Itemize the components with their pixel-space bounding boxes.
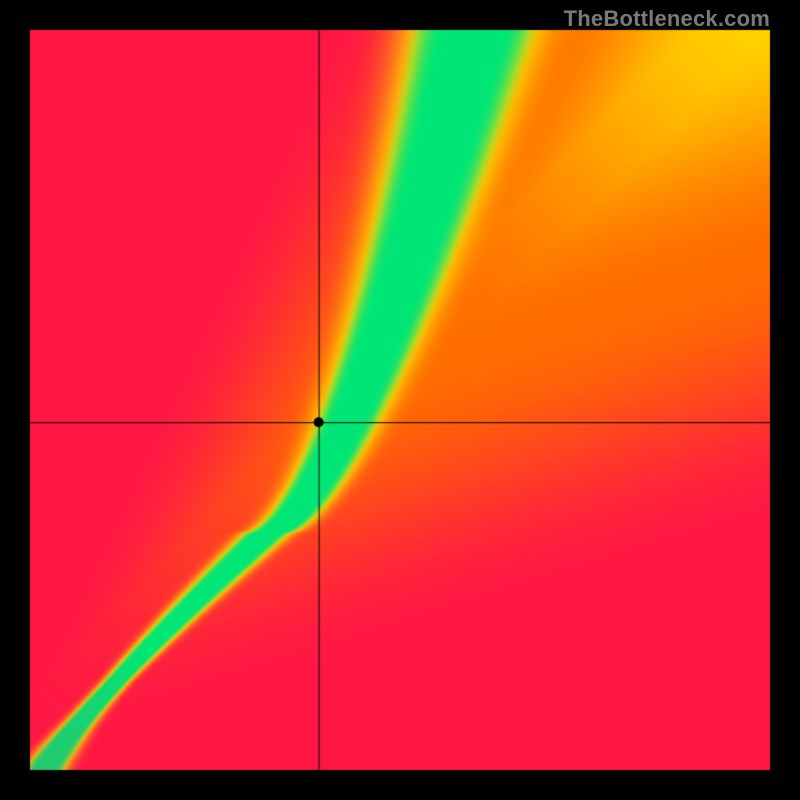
watermark-text: TheBottleneck.com	[564, 6, 770, 32]
bottleneck-heatmap	[0, 0, 800, 800]
